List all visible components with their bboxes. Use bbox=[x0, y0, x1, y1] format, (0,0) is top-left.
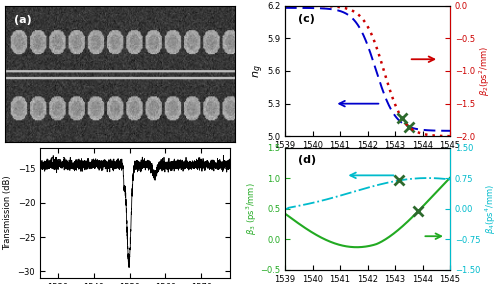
Y-axis label: $\beta_3$ (ps$^3$/mm): $\beta_3$ (ps$^3$/mm) bbox=[244, 182, 258, 235]
Y-axis label: $\beta_4$(ps$^4$/mm): $\beta_4$(ps$^4$/mm) bbox=[483, 184, 498, 234]
Text: (a): (a) bbox=[14, 15, 32, 25]
Y-axis label: $\beta_2$(ps$^2$/mm): $\beta_2$(ps$^2$/mm) bbox=[478, 46, 492, 96]
Text: (d): (d) bbox=[298, 155, 316, 165]
Text: (b): (b) bbox=[50, 157, 68, 167]
Y-axis label: Transmission (dB): Transmission (dB) bbox=[3, 176, 12, 250]
Text: (c): (c) bbox=[298, 14, 315, 24]
Y-axis label: $n_g$: $n_g$ bbox=[251, 64, 266, 78]
